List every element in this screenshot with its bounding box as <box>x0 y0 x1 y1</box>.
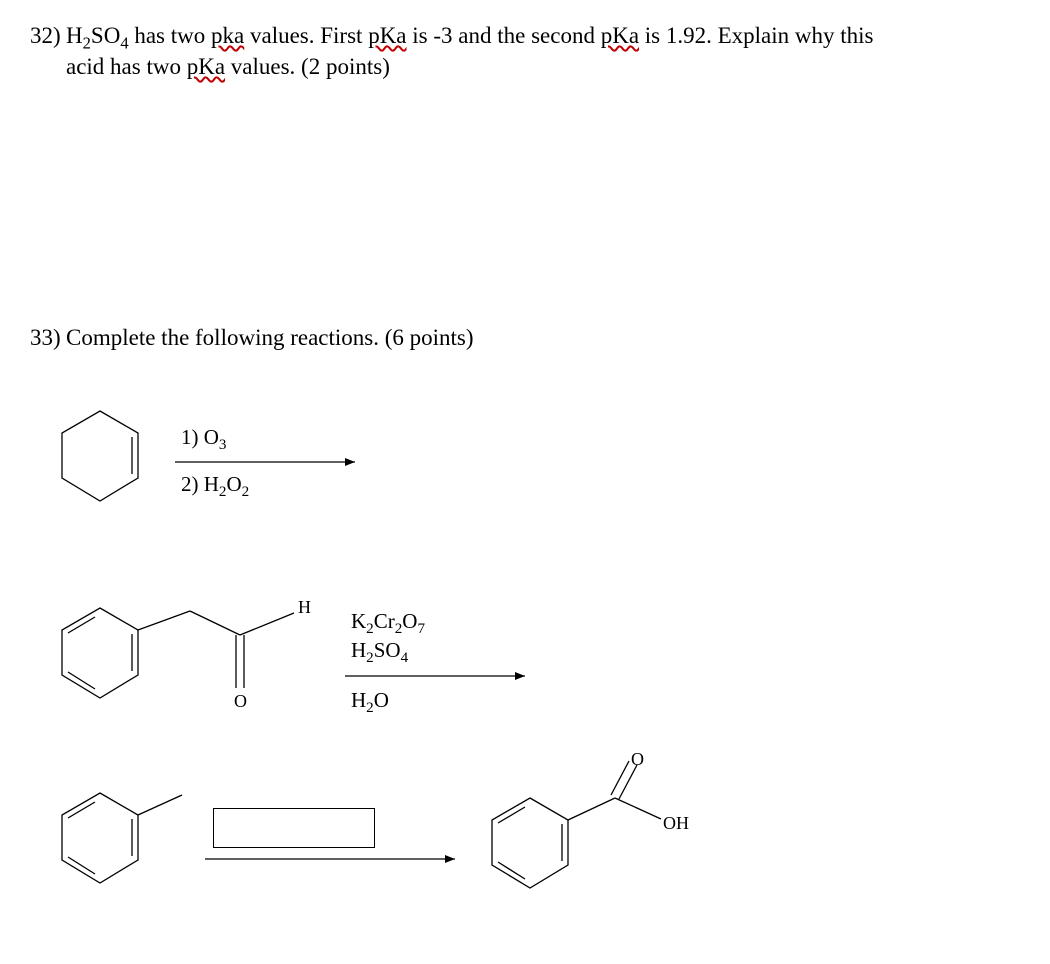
question-33: 33) Complete the following reactions. (6… <box>30 322 1020 933</box>
text-frag: acid has two <box>66 54 187 79</box>
product-structure: O OH <box>475 753 705 919</box>
q32-number: 32) <box>30 20 66 82</box>
h-label: H <box>298 597 311 617</box>
reaction-1: 1) O3 2) H2O2 <box>50 403 355 519</box>
q33-body: Complete the following reactions. (6 poi… <box>66 322 1020 353</box>
text-frag: is 1.92. Explain why this <box>639 23 873 48</box>
reaction-arrow <box>175 461 355 462</box>
question-32: 32) H2SO4 has two pka values. First pKa … <box>30 20 1020 82</box>
spellcheck-underline: pKa <box>368 23 406 48</box>
rxn1-reagent-top: 1) O3 <box>175 423 226 452</box>
reaction-2: H O K2Cr2O7 H2SO4 H2O <box>50 583 525 739</box>
spellcheck-underline: pKa <box>601 23 639 48</box>
rxn1-arrow: 1) O3 2) H2O2 <box>175 423 355 499</box>
subscript: 2 <box>83 34 91 53</box>
q32-text: 32) H2SO4 has two pka values. First pKa … <box>30 20 1020 82</box>
rxn2-reagent-1: K2Cr2O7 <box>345 607 425 636</box>
reagent-input-box[interactable] <box>213 808 375 848</box>
rxn3-arrow <box>205 808 455 865</box>
text-frag: values. (2 points) <box>225 54 390 79</box>
phenylpropanal-structure: H O <box>50 583 330 739</box>
subscript: 4 <box>120 34 128 53</box>
reactions-area: 1) O3 2) H2O2 <box>30 373 1020 933</box>
cyclohexene-structure <box>50 403 150 519</box>
rxn2-reagent-3: H2O <box>345 686 389 715</box>
text-frag: is -3 and the second <box>407 23 601 48</box>
text-frag: SO <box>91 23 120 48</box>
q33-number: 33) <box>30 322 66 353</box>
reaction-3: O OH <box>50 753 705 919</box>
spellcheck-underline: pKa <box>187 54 225 79</box>
rxn1-reagent-bot: 2) H2O2 <box>175 470 249 499</box>
toluene-structure <box>50 773 190 899</box>
reaction-arrow <box>345 675 525 676</box>
text-frag: H <box>66 23 83 48</box>
oh-label: OH <box>663 813 689 833</box>
spellcheck-underline: pka <box>211 23 244 48</box>
o-label: O <box>234 691 247 711</box>
q32-body: H2SO4 has two pka values. First pKa is -… <box>66 20 1020 82</box>
reaction-arrow <box>205 858 455 859</box>
rxn2-reagent-2: H2SO4 <box>345 636 408 665</box>
text-frag: values. First <box>244 23 368 48</box>
rxn2-arrow: K2Cr2O7 H2SO4 H2O <box>345 607 525 716</box>
q33-text: 33) Complete the following reactions. (6… <box>30 322 1020 353</box>
text-frag: has two <box>129 23 211 48</box>
o-label: O <box>631 753 644 769</box>
